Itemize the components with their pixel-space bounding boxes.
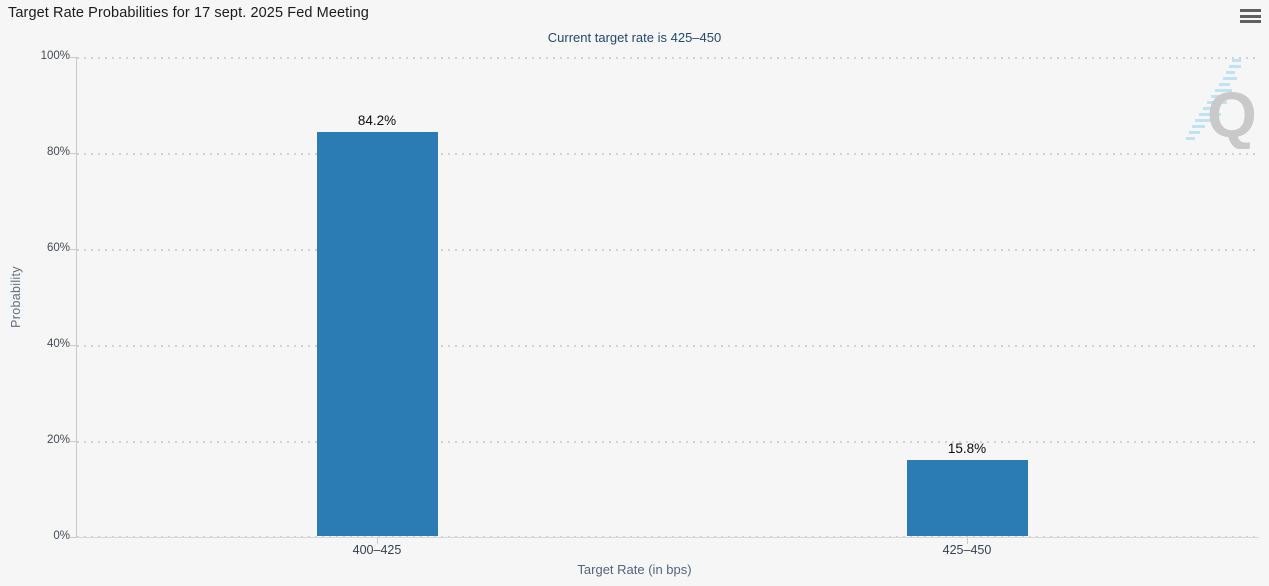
hamburger-menu-icon xyxy=(1240,9,1261,12)
y-axis-tick-label: 20% xyxy=(46,434,70,446)
hamburger-menu-icon xyxy=(1240,14,1261,18)
plot-area: 84.2% 15.8% 400–425 425–450 xyxy=(70,57,1259,557)
bar[interactable] xyxy=(907,460,1028,536)
y-axis-tick-label: 40% xyxy=(46,338,70,350)
y-axis-tick xyxy=(70,249,76,250)
chart-subtitle: Current target rate is 425–450 xyxy=(547,30,722,45)
x-axis-category-label: 425–450 xyxy=(942,543,992,557)
y-axis-tick xyxy=(70,153,76,154)
x-axis-tick xyxy=(377,538,378,544)
y-axis-tick-label: 0% xyxy=(53,530,70,542)
y-axis-tick xyxy=(70,345,76,346)
bar[interactable] xyxy=(317,131,438,536)
chart-title: Target Rate Probabilities for 17 sept. 2… xyxy=(8,5,369,21)
hamburger-menu-icon xyxy=(1240,20,1261,23)
y-axis-tick xyxy=(70,57,76,58)
bar-value-label: 84.2% xyxy=(357,112,397,128)
y-axis-title: Probability xyxy=(9,266,23,328)
x-axis-line xyxy=(76,537,1259,538)
y-axis-tick xyxy=(70,537,76,538)
y-axis-tick-label: 100% xyxy=(40,50,70,62)
gridline-100 xyxy=(77,57,1259,59)
gridline-80 xyxy=(77,153,1259,155)
gridline-20 xyxy=(77,441,1259,443)
x-axis-title: Target Rate (in bps) xyxy=(577,562,692,577)
y-axis-tick-label: 80% xyxy=(46,146,70,158)
x-axis-category-label: 400–425 xyxy=(352,543,402,557)
gridline-40 xyxy=(77,345,1259,347)
y-axis-tick xyxy=(70,441,76,442)
gridline-60 xyxy=(77,249,1259,251)
x-axis-tick xyxy=(967,538,968,544)
y-axis-tick-label: 60% xyxy=(46,242,70,254)
bar-value-label: 15.8% xyxy=(947,441,987,457)
chart-context-menu-button[interactable] xyxy=(1240,9,1261,23)
